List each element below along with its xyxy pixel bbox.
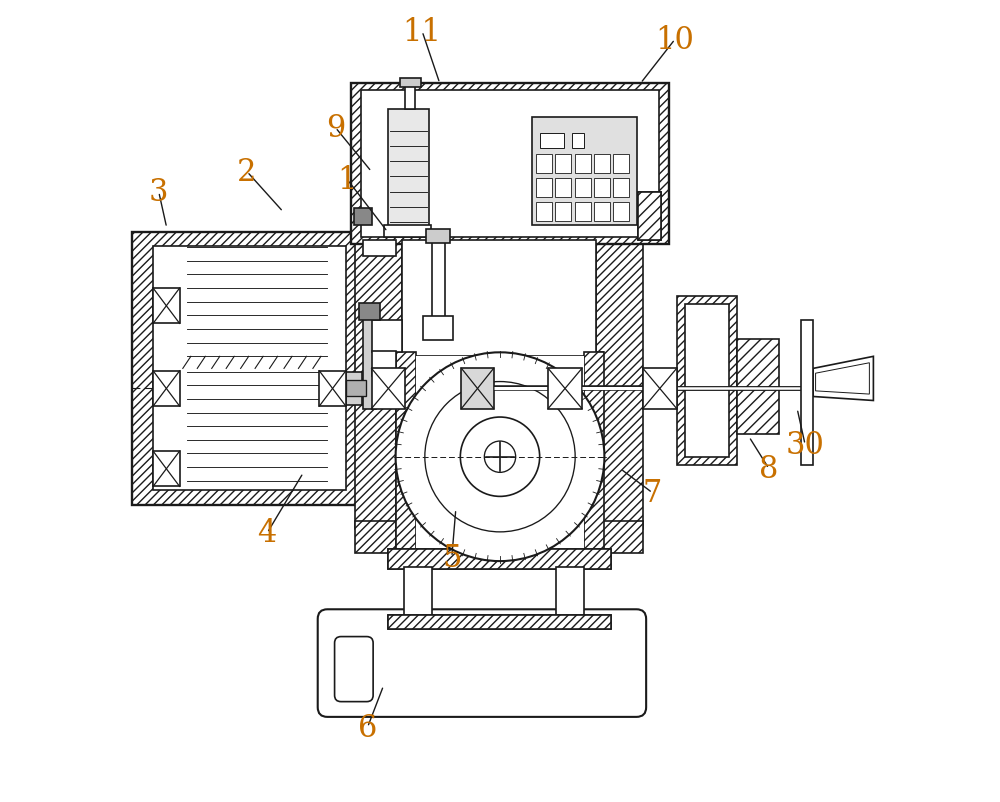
Bar: [359, 303, 380, 321]
Text: 7: 7: [643, 478, 662, 508]
Bar: [372, 351, 396, 377]
Bar: [416, 357, 584, 553]
Bar: [402, 357, 596, 553]
Bar: [388, 615, 611, 630]
Bar: [372, 369, 405, 409]
Bar: [153, 452, 180, 487]
Circle shape: [460, 418, 540, 496]
Bar: [536, 155, 552, 174]
Bar: [426, 229, 450, 244]
Bar: [575, 203, 591, 222]
Bar: [685, 305, 729, 457]
Bar: [737, 340, 779, 435]
Bar: [355, 241, 402, 529]
Bar: [405, 86, 415, 110]
Text: 3: 3: [149, 177, 168, 208]
Bar: [354, 209, 372, 226]
Bar: [555, 179, 571, 198]
Text: 8: 8: [759, 454, 779, 484]
Bar: [404, 567, 432, 619]
Text: 9: 9: [326, 113, 345, 144]
Bar: [372, 321, 402, 353]
Bar: [423, 317, 453, 341]
Bar: [355, 521, 643, 553]
Bar: [596, 245, 643, 529]
Bar: [432, 241, 445, 321]
Bar: [572, 134, 584, 148]
FancyBboxPatch shape: [335, 637, 373, 702]
Text: 5: 5: [442, 542, 462, 573]
Bar: [536, 179, 552, 198]
Bar: [575, 155, 591, 174]
Bar: [153, 371, 180, 407]
Bar: [643, 369, 677, 409]
Bar: [388, 549, 611, 569]
Bar: [361, 91, 659, 238]
Bar: [363, 313, 376, 409]
Polygon shape: [813, 357, 873, 401]
Bar: [319, 371, 346, 407]
Text: 6: 6: [358, 712, 377, 743]
Circle shape: [425, 382, 575, 533]
Bar: [132, 233, 369, 505]
Bar: [556, 567, 584, 619]
Bar: [153, 247, 346, 491]
Bar: [153, 289, 180, 324]
Bar: [346, 381, 366, 397]
Bar: [548, 369, 582, 409]
Bar: [575, 179, 591, 198]
Text: 1: 1: [338, 165, 357, 196]
Bar: [396, 353, 416, 561]
Bar: [638, 192, 661, 241]
Bar: [555, 203, 571, 222]
Bar: [461, 369, 494, 409]
Bar: [594, 203, 610, 222]
Bar: [400, 79, 421, 88]
Bar: [801, 321, 813, 465]
Bar: [363, 241, 396, 257]
Bar: [584, 353, 604, 561]
Bar: [346, 373, 362, 405]
Bar: [555, 155, 571, 174]
Bar: [540, 134, 564, 148]
FancyBboxPatch shape: [318, 610, 646, 717]
Text: 4: 4: [258, 518, 277, 549]
Bar: [677, 297, 737, 465]
Bar: [396, 353, 603, 561]
Circle shape: [484, 441, 516, 472]
Bar: [388, 110, 429, 229]
Bar: [388, 549, 611, 569]
Bar: [536, 203, 552, 222]
Bar: [402, 241, 596, 521]
Bar: [638, 192, 661, 241]
Text: 30: 30: [786, 430, 825, 460]
Bar: [388, 615, 611, 630]
Bar: [384, 225, 431, 238]
Bar: [594, 179, 610, 198]
Bar: [613, 203, 629, 222]
Text: 11: 11: [403, 17, 442, 47]
Polygon shape: [816, 363, 869, 395]
Text: 2: 2: [237, 157, 257, 188]
Bar: [594, 155, 610, 174]
Bar: [351, 84, 669, 245]
Bar: [613, 179, 629, 198]
Bar: [532, 118, 637, 226]
Circle shape: [396, 353, 604, 561]
Bar: [613, 155, 629, 174]
Text: 10: 10: [656, 25, 694, 55]
